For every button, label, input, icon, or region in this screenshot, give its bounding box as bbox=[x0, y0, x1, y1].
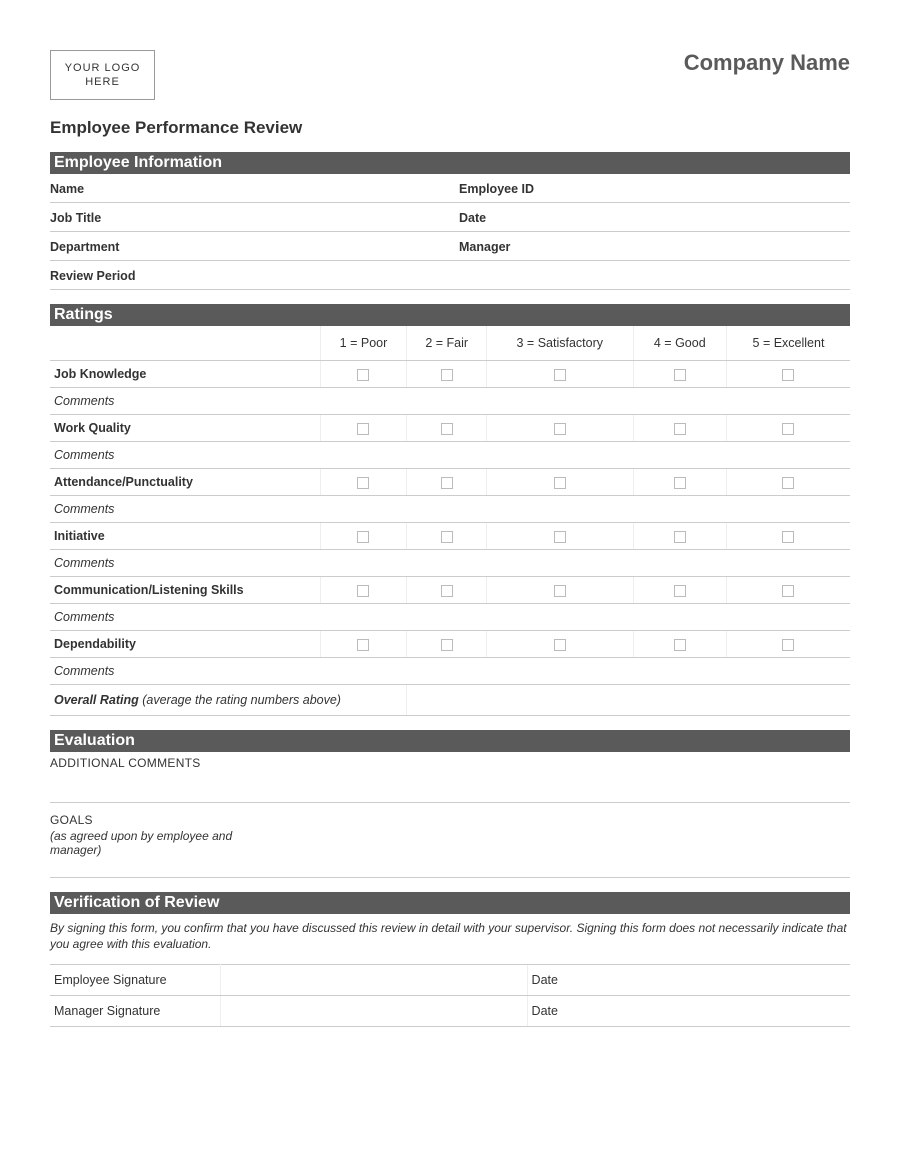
cat-job-knowledge: Job Knowledge bbox=[50, 361, 320, 388]
date-label: Date bbox=[527, 996, 577, 1027]
checkbox[interactable] bbox=[441, 423, 453, 435]
comments-field[interactable] bbox=[320, 496, 850, 523]
section-evaluation: Evaluation bbox=[50, 730, 850, 752]
additional-comments-label: ADDITIONAL COMMENTS bbox=[50, 752, 850, 772]
checkbox[interactable] bbox=[357, 477, 369, 489]
goals-label: GOALS bbox=[50, 809, 850, 829]
checkbox[interactable] bbox=[441, 477, 453, 489]
comments-field[interactable] bbox=[320, 388, 850, 415]
comments-label: Comments bbox=[50, 550, 320, 577]
field-name[interactable] bbox=[160, 174, 455, 203]
signature-table: Employee Signature Date Manager Signatur… bbox=[50, 964, 850, 1027]
checkbox[interactable] bbox=[782, 477, 794, 489]
label-name: Name bbox=[50, 174, 160, 203]
additional-comments-block[interactable]: ADDITIONAL COMMENTS bbox=[50, 752, 850, 803]
checkbox[interactable] bbox=[674, 639, 686, 651]
field-employee-id[interactable] bbox=[555, 174, 850, 203]
scale-1: 1 = Poor bbox=[320, 326, 407, 361]
company-name: Company Name bbox=[684, 50, 850, 76]
checkbox[interactable] bbox=[782, 639, 794, 651]
label-employee-id: Employee ID bbox=[455, 174, 555, 203]
checkbox[interactable] bbox=[554, 477, 566, 489]
checkbox[interactable] bbox=[357, 423, 369, 435]
comments-field[interactable] bbox=[320, 550, 850, 577]
checkbox[interactable] bbox=[357, 369, 369, 381]
cat-attendance: Attendance/Punctuality bbox=[50, 469, 320, 496]
checkbox[interactable] bbox=[674, 423, 686, 435]
checkbox[interactable] bbox=[554, 423, 566, 435]
employee-info-table: Name Employee ID Job Title Date Departme… bbox=[50, 174, 850, 290]
checkbox[interactable] bbox=[554, 531, 566, 543]
checkbox[interactable] bbox=[357, 639, 369, 651]
document-title: Employee Performance Review bbox=[50, 118, 850, 138]
checkbox[interactable] bbox=[782, 531, 794, 543]
goals-block[interactable]: GOALS (as agreed upon by employee and ma… bbox=[50, 809, 850, 878]
label-manager: Manager bbox=[455, 232, 555, 261]
checkbox[interactable] bbox=[441, 639, 453, 651]
checkbox[interactable] bbox=[357, 585, 369, 597]
manager-signature-date-field[interactable] bbox=[577, 996, 850, 1027]
field-review-period[interactable] bbox=[160, 261, 850, 290]
comments-field[interactable] bbox=[320, 442, 850, 469]
checkbox[interactable] bbox=[554, 639, 566, 651]
scale-5: 5 = Excellent bbox=[726, 326, 850, 361]
employee-signature-label: Employee Signature bbox=[50, 965, 220, 996]
verification-text: By signing this form, you confirm that y… bbox=[50, 914, 850, 964]
checkbox[interactable] bbox=[441, 369, 453, 381]
checkbox[interactable] bbox=[674, 369, 686, 381]
field-manager[interactable] bbox=[555, 232, 850, 261]
checkbox[interactable] bbox=[357, 531, 369, 543]
overall-rating-field[interactable] bbox=[407, 685, 850, 716]
manager-signature-field[interactable] bbox=[220, 996, 527, 1027]
label-job-title: Job Title bbox=[50, 203, 160, 232]
checkbox[interactable] bbox=[554, 585, 566, 597]
manager-signature-label: Manager Signature bbox=[50, 996, 220, 1027]
field-date[interactable] bbox=[555, 203, 850, 232]
label-review-period: Review Period bbox=[50, 261, 160, 290]
label-department: Department bbox=[50, 232, 160, 261]
cat-dependability: Dependability bbox=[50, 631, 320, 658]
section-ratings: Ratings bbox=[50, 304, 850, 326]
checkbox[interactable] bbox=[782, 423, 794, 435]
cat-work-quality: Work Quality bbox=[50, 415, 320, 442]
label-date: Date bbox=[455, 203, 555, 232]
comments-field[interactable] bbox=[320, 658, 850, 685]
checkbox[interactable] bbox=[554, 369, 566, 381]
overall-rating-label: Overall Rating bbox=[54, 693, 139, 707]
field-department[interactable] bbox=[160, 232, 455, 261]
comments-label: Comments bbox=[50, 388, 320, 415]
checkbox[interactable] bbox=[782, 585, 794, 597]
checkbox[interactable] bbox=[674, 585, 686, 597]
checkbox[interactable] bbox=[441, 585, 453, 597]
cat-communication: Communication/Listening Skills bbox=[50, 577, 320, 604]
overall-rating-note: (average the rating numbers above) bbox=[142, 693, 341, 707]
field-job-title[interactable] bbox=[160, 203, 455, 232]
date-label: Date bbox=[527, 965, 577, 996]
comments-label: Comments bbox=[50, 604, 320, 631]
scale-4: 4 = Good bbox=[633, 326, 726, 361]
checkbox[interactable] bbox=[782, 369, 794, 381]
scale-2: 2 = Fair bbox=[407, 326, 486, 361]
checkbox[interactable] bbox=[441, 531, 453, 543]
comments-label: Comments bbox=[50, 442, 320, 469]
section-employee-info: Employee Information bbox=[50, 152, 850, 174]
cat-initiative: Initiative bbox=[50, 523, 320, 550]
comments-label: Comments bbox=[50, 496, 320, 523]
goals-note: (as agreed upon by employee and manager) bbox=[50, 829, 250, 857]
section-verification: Verification of Review bbox=[50, 892, 850, 914]
ratings-table: 1 = Poor 2 = Fair 3 = Satisfactory 4 = G… bbox=[50, 326, 850, 716]
employee-signature-field[interactable] bbox=[220, 965, 527, 996]
comments-label: Comments bbox=[50, 658, 320, 685]
comments-field[interactable] bbox=[320, 604, 850, 631]
page-header: YOUR LOGO HERE Company Name bbox=[50, 50, 850, 100]
employee-signature-date-field[interactable] bbox=[577, 965, 850, 996]
scale-3: 3 = Satisfactory bbox=[486, 326, 633, 361]
checkbox[interactable] bbox=[674, 477, 686, 489]
checkbox[interactable] bbox=[674, 531, 686, 543]
logo-placeholder: YOUR LOGO HERE bbox=[50, 50, 155, 100]
